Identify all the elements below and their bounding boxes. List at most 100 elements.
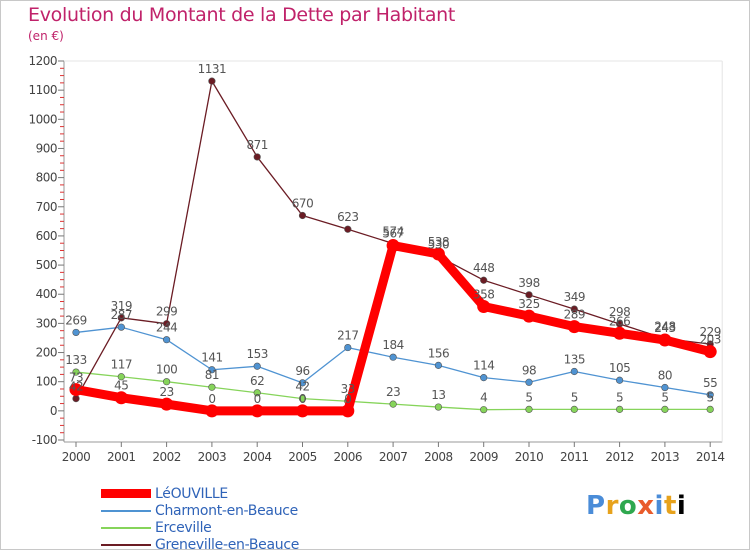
x-tick-label: 2014 <box>696 450 725 464</box>
data-label: 13 <box>431 388 445 402</box>
data-label: 0 <box>344 392 351 406</box>
data-label: 135 <box>564 352 585 366</box>
data-point <box>477 299 491 313</box>
data-label: 1131 <box>198 62 227 76</box>
data-point <box>205 404 219 418</box>
data-label: 5 <box>707 390 714 404</box>
data-point <box>250 404 264 418</box>
data-point <box>114 391 128 405</box>
data-label: 42 <box>69 380 83 394</box>
data-label: 289 <box>564 308 585 322</box>
data-point <box>525 291 533 299</box>
legend-swatch <box>101 489 151 498</box>
data-label: 325 <box>518 297 539 311</box>
x-tick-label: 2012 <box>605 450 634 464</box>
x-tick-label: 2008 <box>424 450 453 464</box>
data-point <box>613 326 627 340</box>
data-label: 287 <box>111 308 132 322</box>
data-point <box>117 373 125 381</box>
data-label: 55 <box>703 376 717 390</box>
data-label: 244 <box>156 321 177 335</box>
data-point <box>480 406 488 414</box>
data-point <box>706 405 714 413</box>
legend-label: Greneville-en-Beauce <box>155 536 300 550</box>
data-label: 0 <box>299 392 306 406</box>
data-point <box>525 405 533 413</box>
x-tick-label: 2002 <box>152 450 181 464</box>
data-point <box>163 320 171 328</box>
proxiti-logo: Proxiti <box>586 491 687 521</box>
unit-label: (en €) <box>28 29 64 43</box>
data-point <box>208 77 216 85</box>
data-label: 81 <box>205 368 219 382</box>
data-label: 670 <box>292 197 313 211</box>
data-point <box>208 366 216 374</box>
data-point <box>208 383 216 391</box>
data-label: 243 <box>654 321 675 335</box>
chart-title: Evolution du Montant de la Dette par Hab… <box>28 4 456 26</box>
data-point <box>615 405 624 413</box>
legend-item: Charmont-en-Beauce <box>101 502 299 519</box>
x-tick-label: 2005 <box>288 450 317 464</box>
data-label: 153 <box>246 347 267 361</box>
data-label: 133 <box>65 353 86 367</box>
data-label: 567 <box>382 227 403 241</box>
data-point <box>431 247 445 261</box>
data-label: 141 <box>201 351 222 365</box>
data-point <box>525 378 533 386</box>
x-tick-label: 2011 <box>560 450 589 464</box>
y-tick-label: 900 <box>36 141 57 155</box>
data-label: 4 <box>480 391 487 405</box>
legend-label: Erceville <box>155 519 212 536</box>
data-label: 96 <box>295 364 309 378</box>
data-point <box>69 383 83 397</box>
data-point <box>570 405 578 413</box>
data-point <box>253 362 261 370</box>
data-label: 5 <box>571 390 578 404</box>
data-label: 203 <box>699 333 720 347</box>
legend-item: LéOUVILLE <box>101 485 299 502</box>
data-label: 23 <box>386 385 400 399</box>
data-label: 23 <box>159 385 173 399</box>
data-label: 538 <box>428 235 449 249</box>
y-tick-label: 400 <box>36 287 57 301</box>
data-point <box>658 333 672 347</box>
data-label: 530 <box>428 237 449 251</box>
data-label: 448 <box>473 261 494 275</box>
legend-swatch <box>101 509 151 512</box>
legend: LéOUVILLE Charmont-en-Beauce Erceville Gren… <box>101 485 300 550</box>
data-label: 0 <box>254 392 261 406</box>
data-point <box>298 395 307 403</box>
data-label: 42 <box>295 380 309 394</box>
x-tick-label: 2003 <box>198 450 227 464</box>
data-label: 156 <box>428 346 449 360</box>
data-label: 45 <box>114 379 128 393</box>
data-label: 298 <box>609 305 630 319</box>
y-tick-label: 700 <box>36 200 57 214</box>
data-label: 80 <box>658 369 672 383</box>
y-tick-label: 200 <box>36 346 57 360</box>
data-point <box>522 309 536 323</box>
y-tick-label: 1200 <box>28 54 57 68</box>
data-label: 358 <box>473 287 494 301</box>
data-label: 33 <box>341 382 355 396</box>
data-point <box>703 345 717 359</box>
y-tick-label: 1000 <box>28 112 57 126</box>
data-label: 871 <box>246 138 267 152</box>
data-point <box>72 368 80 376</box>
data-point <box>344 225 352 233</box>
data-point <box>117 314 125 322</box>
data-point <box>344 343 352 352</box>
data-point <box>117 323 125 331</box>
data-point <box>661 405 669 413</box>
data-label: 349 <box>564 290 585 304</box>
data-point <box>296 404 309 418</box>
x-tick-label: 2006 <box>334 450 363 464</box>
y-tick-label: -100 <box>32 433 57 447</box>
data-label: 62 <box>250 374 264 388</box>
x-tick-label: 2004 <box>243 450 272 464</box>
y-tick-label: 800 <box>36 171 57 185</box>
y-tick-label: 600 <box>36 229 57 243</box>
